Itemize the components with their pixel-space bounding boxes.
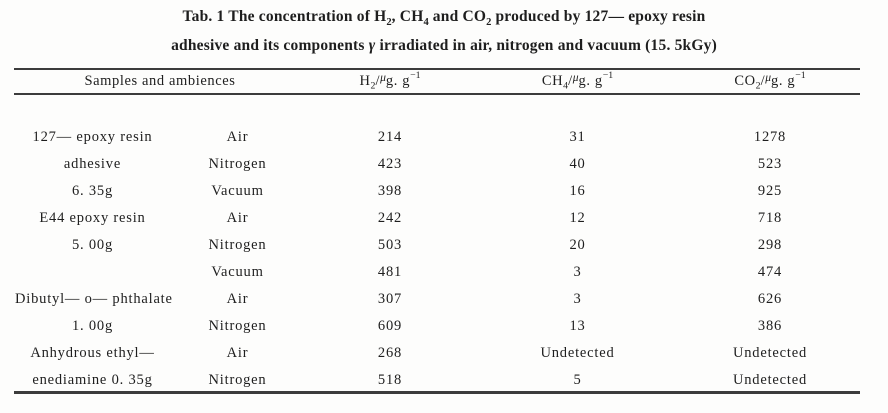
cell-ambience: Vacuum — [211, 264, 264, 280]
cell-ambience: Nitrogen — [208, 156, 267, 172]
table-row: 127— epoxy resin Air 214 31 1278 — [15, 124, 860, 151]
cell-ch4: 5 — [573, 372, 582, 388]
cell-co2: 523 — [757, 156, 783, 172]
cell-ch4: 3 — [573, 264, 582, 280]
cell-ambience: Nitrogen — [208, 237, 267, 253]
cell-sample: Anhydrous ethyl— — [30, 345, 155, 361]
col-header-ch4: CH4/μg. g−1 — [541, 70, 614, 92]
cell-co2: 1278 — [753, 129, 787, 145]
cell-co2: Undetected — [732, 345, 808, 361]
cell-ambience: Vacuum — [211, 183, 264, 199]
cell-h2: 423 — [377, 156, 403, 172]
cell-co2: 925 — [757, 183, 783, 199]
table-bottom-rule — [14, 391, 860, 394]
cell-ambience: Nitrogen — [208, 372, 267, 388]
cell-h2: 242 — [377, 210, 403, 226]
cell-ambience: Air — [226, 129, 249, 145]
col-header-samples-ambiences: Samples and ambiences — [84, 73, 236, 89]
cell-co2: 298 — [757, 237, 783, 253]
cell-sample: 127— epoxy resin — [32, 129, 153, 145]
cell-ch4: 31 — [569, 129, 586, 145]
table-row: enediamine 0. 35g Nitrogen 518 5 Undetec… — [15, 367, 860, 394]
cell-h2: 609 — [377, 318, 403, 334]
table-row: Dibutyl— o— phthalate Air 307 3 626 — [15, 286, 860, 313]
col-header-co2: CO2/μg. g−1 — [734, 70, 806, 92]
cell-ch4: 13 — [569, 318, 586, 334]
cell-co2: Undetected — [732, 372, 808, 388]
cell-sample: adhesive — [63, 156, 122, 172]
cell-h2: 268 — [377, 345, 403, 361]
table-top-rule — [14, 68, 860, 70]
cell-h2: 481 — [377, 264, 403, 280]
cell-h2: 503 — [377, 237, 403, 253]
cell-ambience: Air — [226, 210, 249, 226]
cell-ch4: 12 — [569, 210, 586, 226]
cell-ch4: 40 — [569, 156, 586, 172]
cell-sample: 5. 00g — [71, 237, 114, 253]
cell-co2: 474 — [757, 264, 783, 280]
cell-ambience: Nitrogen — [208, 318, 267, 334]
table-row: Vacuum 481 3 474 — [15, 259, 860, 286]
cell-ch4: 3 — [573, 291, 582, 307]
cell-h2: 398 — [377, 183, 403, 199]
table-header-row: Samples and ambiences H2/μg. g−1 CH4/μg.… — [15, 70, 860, 93]
table-row: E44 epoxy resin Air 242 12 718 — [15, 205, 860, 232]
table-body: 127— epoxy resin Air 214 31 1278 adhesiv… — [15, 94, 860, 394]
table-title-line1: Tab. 1 The concentration of H2, CH4 and … — [182, 8, 706, 29]
table-header-rule — [14, 93, 860, 95]
cell-ch4: 16 — [569, 183, 586, 199]
cell-sample: enediamine 0. 35g — [32, 372, 153, 388]
cell-sample: 6. 35g — [71, 183, 114, 199]
cell-ch4: 20 — [569, 237, 586, 253]
table-row: 5. 00g Nitrogen 503 20 298 — [15, 232, 860, 259]
table-row: adhesive Nitrogen 423 40 523 — [15, 151, 860, 178]
table-row: 6. 35g Vacuum 398 16 925 — [15, 178, 860, 205]
cell-co2: 386 — [757, 318, 783, 334]
cell-sample: 1. 00g — [71, 318, 114, 334]
cell-sample: E44 epoxy resin — [39, 210, 146, 226]
cell-sample: Dibutyl— o— phthalate — [15, 291, 173, 307]
cell-co2: 626 — [757, 291, 783, 307]
cell-co2: 718 — [757, 210, 783, 226]
col-header-h2: H2/μg. g−1 — [359, 70, 421, 92]
cell-ch4: Undetected — [540, 345, 615, 361]
table-row: 1. 00g Nitrogen 609 13 386 — [15, 313, 860, 340]
cell-h2: 307 — [377, 291, 403, 307]
table-row: Anhydrous ethyl— Air 268 Undetected Unde… — [15, 340, 860, 367]
cell-h2: 214 — [377, 129, 403, 145]
cell-h2: 518 — [377, 372, 403, 388]
cell-ambience: Air — [226, 291, 249, 307]
table-title-line2: adhesive and its components γ irradiated… — [171, 37, 717, 54]
cell-ambience: Air — [226, 345, 249, 361]
